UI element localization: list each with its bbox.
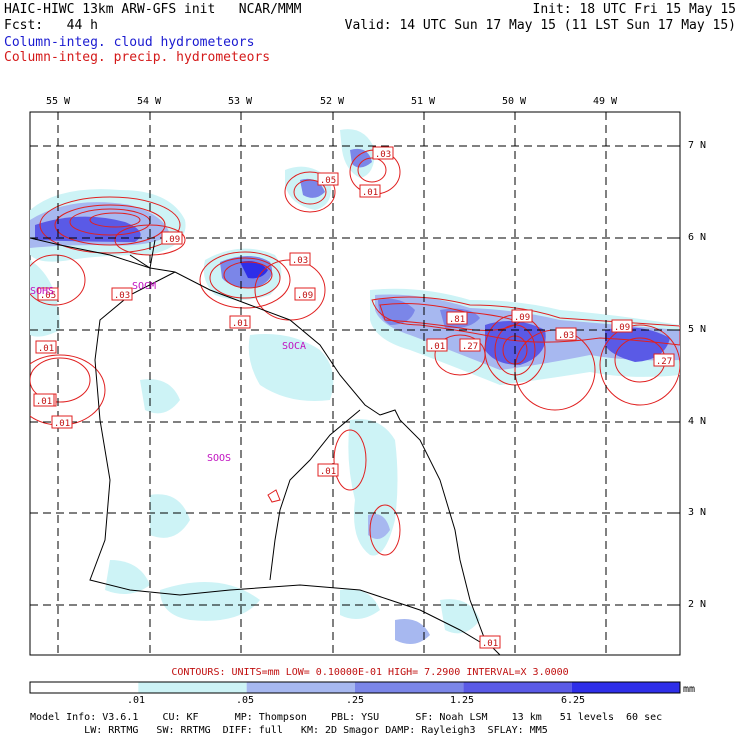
contour-label-box bbox=[317, 463, 339, 477]
model-info-line2: LW: RRTMG SW: RRTMG DIFF: full KM: 2D Sm… bbox=[30, 725, 548, 736]
contour-label-box bbox=[372, 146, 394, 160]
contour-label: .03 bbox=[114, 291, 130, 301]
colorbar-label-3: 1.25 bbox=[450, 695, 475, 706]
contour-label-box bbox=[511, 309, 533, 323]
contour-label-box bbox=[289, 252, 311, 266]
contour-label: .27 bbox=[462, 342, 478, 352]
contour-label-box bbox=[51, 415, 73, 429]
colorbar-swatch bbox=[246, 682, 355, 693]
contour-label: .03 bbox=[375, 150, 391, 160]
colorbar-label-4: 6.25 bbox=[561, 695, 586, 706]
lon-label-53w: 53 W bbox=[228, 96, 253, 107]
contour-label: .03 bbox=[292, 256, 308, 266]
colorbar-swatch bbox=[571, 682, 680, 693]
station-socm: SOCM bbox=[132, 281, 157, 292]
contour-label-box bbox=[37, 287, 59, 301]
contour-label: .01 bbox=[232, 319, 248, 329]
contour-label: .03 bbox=[558, 331, 574, 341]
coastline bbox=[30, 237, 501, 655]
model-info-line1: Model Info: V3.6.1 CU: KF MP: Thompson P… bbox=[30, 712, 663, 723]
lat-label-5n: 5 N bbox=[688, 324, 707, 335]
lon-label-51w: 51 W bbox=[411, 96, 436, 107]
contour-label: .05 bbox=[320, 176, 336, 186]
contour-label: .01 bbox=[36, 397, 52, 407]
valid-time: Valid: 14 UTC Sun 17 May 15 (11 LST Sun … bbox=[344, 18, 736, 33]
lat-label-6n: 6 N bbox=[688, 232, 707, 243]
contour-label: .01 bbox=[54, 419, 70, 429]
colorbar-swatch bbox=[463, 682, 572, 693]
colorbar-label-2: .25 bbox=[346, 695, 365, 706]
colorbar-units: mm bbox=[683, 684, 696, 695]
contour-label: .09 bbox=[614, 323, 630, 333]
forecast-hour: Fcst: 44 h bbox=[4, 18, 98, 33]
lon-label-54w: 54 W bbox=[137, 96, 162, 107]
contour-label-box bbox=[294, 287, 316, 301]
lat-label-3n: 3 N bbox=[688, 507, 707, 518]
lon-label-49w: 49 W bbox=[593, 96, 618, 107]
model-title: HAIC-HIWC 13km ARW-GFS init NCAR/MMM bbox=[4, 2, 302, 17]
contour-label-box bbox=[33, 393, 55, 407]
contour-label-box bbox=[446, 311, 468, 325]
legend-cloud: Column-integ. cloud hydrometeors bbox=[4, 35, 255, 50]
colorbar-label-0: .01 bbox=[127, 695, 146, 706]
colorbar-swatch bbox=[355, 682, 464, 693]
lon-label-50w: 50 W bbox=[502, 96, 527, 107]
contour-label: .09 bbox=[297, 291, 313, 301]
contour-label: .09 bbox=[514, 313, 530, 323]
lat-label-2n: 2 N bbox=[688, 599, 707, 610]
lon-label-52w: 52 W bbox=[320, 96, 345, 107]
contour-label: .01 bbox=[320, 467, 336, 477]
lon-label-55w: 55 W bbox=[46, 96, 71, 107]
contour-label-box bbox=[161, 231, 183, 245]
contour-label-box bbox=[111, 287, 133, 301]
legend-precip: Column-integ. precip. hydrometeors bbox=[4, 50, 271, 65]
contour-label: .01 bbox=[38, 344, 54, 354]
contour-label-box bbox=[35, 340, 57, 354]
contour-label-layer: .03 .05 .01 .09 .03 .09 .03 .01 .05 .01 .03 .01 .01.… bbox=[33, 146, 675, 649]
contour-label-box bbox=[555, 327, 577, 341]
contour-label-box bbox=[229, 315, 251, 329]
colorbar bbox=[29, 681, 681, 694]
contour-label: .27 bbox=[656, 357, 672, 367]
contour-label: .09 bbox=[164, 235, 180, 245]
lat-label-4n: 4 N bbox=[688, 416, 707, 427]
contour-label-box bbox=[611, 319, 633, 333]
colorbar-swatch bbox=[138, 682, 247, 693]
lat-label-7n: 7 N bbox=[688, 140, 707, 151]
contour-label-box bbox=[426, 338, 448, 352]
colorbar-frame bbox=[29, 681, 681, 694]
station-soos: SOOS bbox=[207, 453, 232, 464]
colorbar-swatch bbox=[30, 682, 139, 693]
contour-label: .05 bbox=[40, 291, 56, 301]
contour-label-box bbox=[359, 184, 381, 198]
init-time: Init: 18 UTC Fri 15 May 15 bbox=[532, 2, 737, 17]
contour-label: .01 bbox=[362, 188, 378, 198]
graticule bbox=[30, 112, 680, 655]
contour-label: .81 bbox=[449, 315, 465, 325]
contour-label-box bbox=[479, 635, 501, 649]
tick-marks bbox=[57, 112, 680, 606]
contour-label: .01 bbox=[482, 639, 498, 649]
contour-info: CONTOURS: UNITS=mm LOW= 0.10000E-01 HIGH… bbox=[171, 667, 569, 678]
contour-label: .01 bbox=[429, 342, 445, 352]
station-sohs: SOHS bbox=[30, 286, 55, 297]
contour-label-box bbox=[317, 172, 339, 186]
contour-label-box bbox=[459, 338, 481, 352]
contour-label-box bbox=[653, 353, 675, 367]
station-soca: SOCA bbox=[282, 341, 307, 352]
colorbar-label-1: .05 bbox=[236, 695, 255, 706]
